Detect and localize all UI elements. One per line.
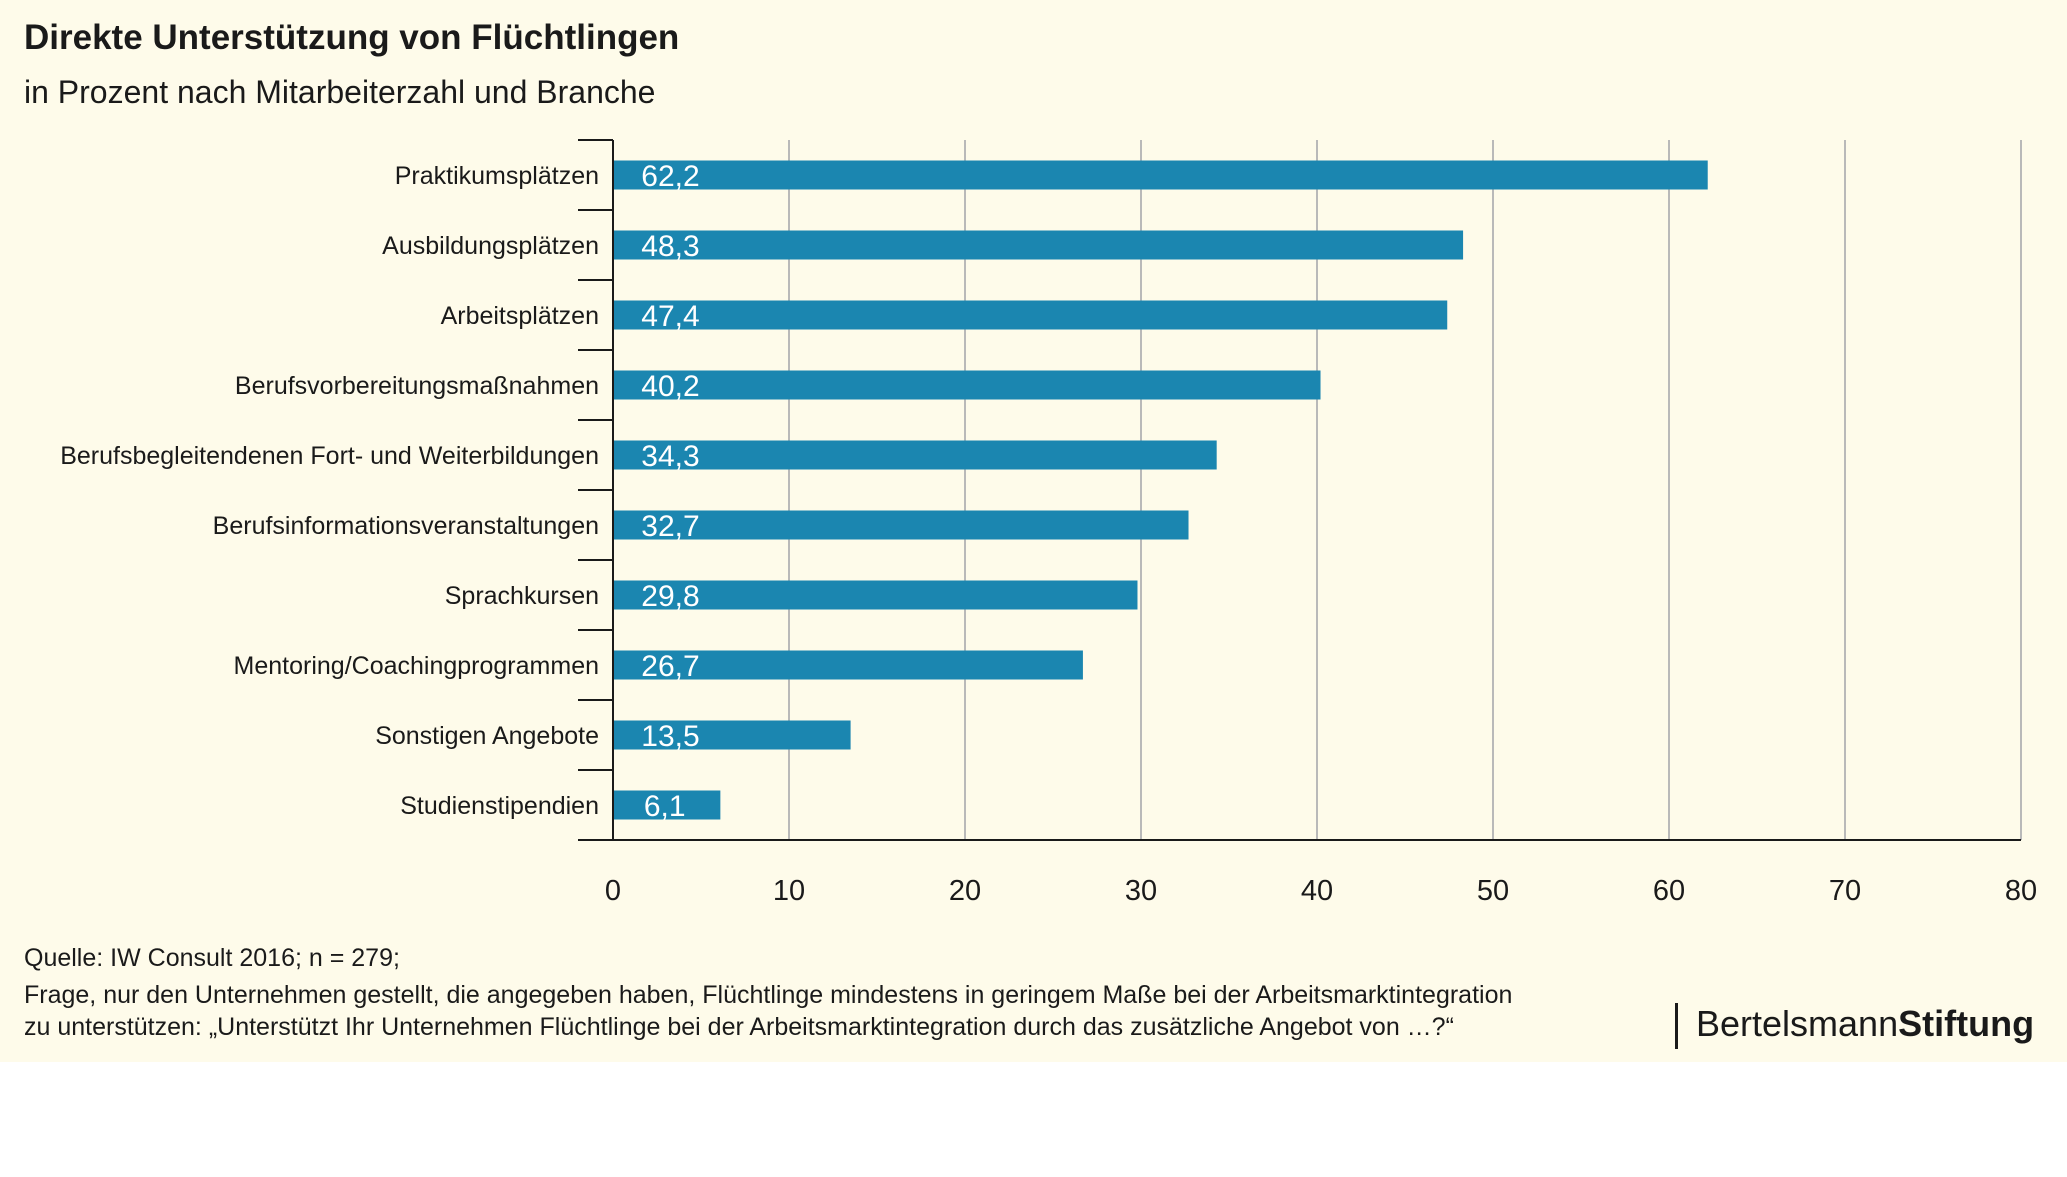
x-tick-label: 40 — [1301, 875, 1333, 907]
bar — [613, 160, 1708, 190]
bar-value-label: 29,8 — [641, 580, 699, 613]
x-tick-label: 70 — [1829, 875, 1861, 907]
source-note: Quelle: IW Consult 2016; n = 279; — [24, 944, 400, 972]
bar — [613, 230, 1464, 260]
bar-value-label: 40,2 — [641, 370, 699, 403]
chart-panel: Direkte Unterstützung von Flüchtlingen i… — [0, 0, 2067, 1062]
x-tick-label: 20 — [949, 875, 981, 907]
question-note-line-2: zu unterstützen: „Unterstützt Ihr Untern… — [24, 1013, 1454, 1041]
x-tick-label: 80 — [2005, 875, 2037, 907]
bar — [613, 370, 1321, 400]
category-label: Studienstipendien — [400, 792, 599, 820]
bar-value-label: 26,7 — [641, 650, 699, 683]
bar — [613, 300, 1448, 330]
logo-text-stiftung: Stiftung — [1898, 1003, 2035, 1044]
category-label: Ausbildungsplätzen — [382, 232, 599, 260]
category-label: Berufsbegleitendenen Fort- und Weiterbil… — [60, 442, 599, 470]
bar — [613, 790, 721, 820]
x-tick-label: 10 — [773, 875, 805, 907]
category-label: Berufsvorbereitungsmaßnahmen — [235, 372, 599, 400]
chart-title: Direkte Unterstützung von Flüchtlingen — [24, 18, 680, 57]
x-tick-label: 60 — [1653, 875, 1685, 907]
category-label: Sprachkursen — [445, 582, 599, 610]
question-note-line-1: Frage, nur den Unternehmen gestellt, die… — [24, 981, 1513, 1009]
bar — [613, 650, 1083, 680]
category-label: Arbeitsplätzen — [441, 302, 599, 330]
logo-text-bertelsmann: Bertelsmann — [1696, 1003, 1899, 1044]
category-label: Praktikumsplätzen — [395, 162, 599, 190]
bar-value-label: 34,3 — [641, 440, 699, 473]
bar — [613, 510, 1189, 540]
bar-value-label: 48,3 — [641, 230, 699, 263]
bar-value-label: 32,7 — [641, 510, 699, 543]
category-label: Sonstigen Angebote — [375, 722, 599, 750]
bar-value-label: 62,2 — [641, 160, 699, 193]
bertelsmann-stiftung-logo: BertelsmannStiftung — [1696, 1003, 2034, 1045]
bar-value-label: 47,4 — [641, 300, 699, 333]
chart-subtitle: in Prozent nach Mitarbeiterzahl und Bran… — [24, 74, 656, 110]
category-label: Mentoring/Coachingprogrammen — [234, 652, 599, 680]
x-tick-label: 0 — [605, 875, 621, 907]
x-tick-label: 30 — [1125, 875, 1157, 907]
bar-value-label: 13,5 — [641, 720, 699, 753]
logo-divider — [1675, 1003, 1678, 1049]
bar — [613, 440, 1217, 470]
bar — [613, 580, 1138, 610]
category-label: Berufsinformationsveranstaltungen — [213, 512, 599, 540]
x-tick-label: 50 — [1477, 875, 1509, 907]
bar-value-label: 6,1 — [644, 790, 686, 823]
bar — [613, 720, 851, 750]
bar-chart: Praktikumsplätzen 62,2 Ausbildungsplätzen 4… — [60, 139, 2037, 907]
